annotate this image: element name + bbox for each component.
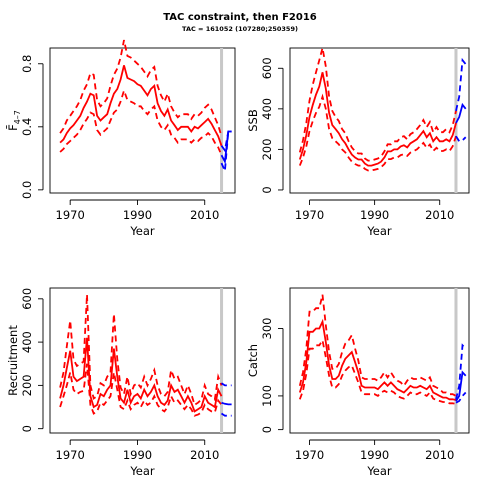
history-upper-line	[298, 47, 457, 162]
projection-upper-line	[455, 57, 467, 112]
projection-upper-line	[455, 343, 467, 400]
y-tick-label: 400	[260, 98, 274, 120]
history-estimate-line	[298, 318, 457, 401]
y-tick-label: 0	[260, 186, 274, 193]
projection-estimate-line	[455, 370, 467, 402]
y-tick-label: 0	[260, 426, 274, 433]
history-upper-line	[59, 39, 223, 137]
y-tick-label: 100	[260, 385, 274, 407]
projection-lower-line	[455, 391, 467, 404]
x-tick-label: 1990	[123, 448, 152, 462]
x-axis-label: Year	[366, 224, 392, 238]
history-lower-line	[59, 87, 223, 156]
y-tick-label: 0.0	[20, 181, 34, 199]
y-tick-label: 0.8	[20, 55, 34, 73]
y-axis-label: SSB	[246, 109, 260, 132]
projection-estimate-line	[221, 401, 232, 406]
plot-frame	[49, 287, 236, 434]
projection-upper-line	[221, 382, 232, 387]
plot-frame	[289, 47, 470, 194]
x-tick-label: 2010	[190, 208, 219, 222]
history-lower-line	[298, 337, 457, 405]
x-tick-label: 1970	[295, 448, 324, 462]
y-tick-label: 400	[20, 331, 34, 353]
history-upper-line	[59, 294, 223, 407]
panel-top-left: 1970 1990 2010 Year 0.0 0.4 0.8 F̄4–7	[6, 39, 236, 238]
x-axis-label: Year	[129, 464, 155, 478]
x-tick-label: 1990	[360, 208, 389, 222]
x-tick-label: 2010	[190, 448, 219, 462]
projection-estimate-line	[455, 102, 467, 124]
panel-bottom-left: 1970 1990 2010 Year 0 200 400 600 Recruitment	[6, 287, 236, 478]
history-lower-line	[59, 363, 223, 417]
history-estimate-line	[59, 65, 223, 146]
projection-estimate-line	[220, 130, 232, 165]
projection-lower-line	[220, 130, 232, 172]
history-upper-line	[298, 294, 457, 397]
y-axis-label: Catch	[246, 344, 260, 377]
projection-lower-line	[221, 412, 232, 417]
x-axis-label: Year	[129, 224, 155, 238]
panels-group: 1970 1990 2010 Year 0.0 0.4 0.8 F̄4–7 1970 1990 20…	[6, 39, 470, 478]
y-tick-label: 0.4	[20, 118, 34, 136]
x-tick-label: 1990	[123, 208, 152, 222]
x-tick-label: 1970	[295, 208, 324, 222]
panel-top-right: 1970 1990 2010 Year 0 200 400 600 SSB	[246, 47, 470, 238]
history-lower-line	[298, 93, 457, 172]
history-estimate-line	[59, 337, 223, 413]
projection-lower-line	[455, 135, 467, 143]
y-tick-label: 200	[260, 138, 274, 160]
y-axis-label: F̄4–7	[6, 110, 22, 131]
figure-title: TAC constraint, then F2016	[163, 12, 317, 23]
x-tick-label: 1990	[360, 448, 389, 462]
plot-frame	[289, 287, 470, 434]
figure-subtitle: TAC = 161052 (107280;250359)	[182, 25, 298, 33]
x-tick-label: 1970	[56, 448, 85, 462]
y-tick-label: 600	[20, 288, 34, 310]
x-tick-label: 2010	[425, 448, 454, 462]
x-tick-label: 2010	[425, 208, 454, 222]
y-tick-label: 300	[260, 317, 274, 339]
y-tick-label: 200	[20, 374, 34, 396]
y-axis-label: Recruitment	[6, 325, 20, 396]
x-axis-label: Year	[366, 464, 392, 478]
y-tick-label: 600	[260, 57, 274, 79]
plot-frame	[49, 47, 236, 194]
x-tick-label: 1970	[56, 208, 85, 222]
y-tick-label: 0	[20, 425, 34, 432]
history-estimate-line	[298, 72, 457, 167]
